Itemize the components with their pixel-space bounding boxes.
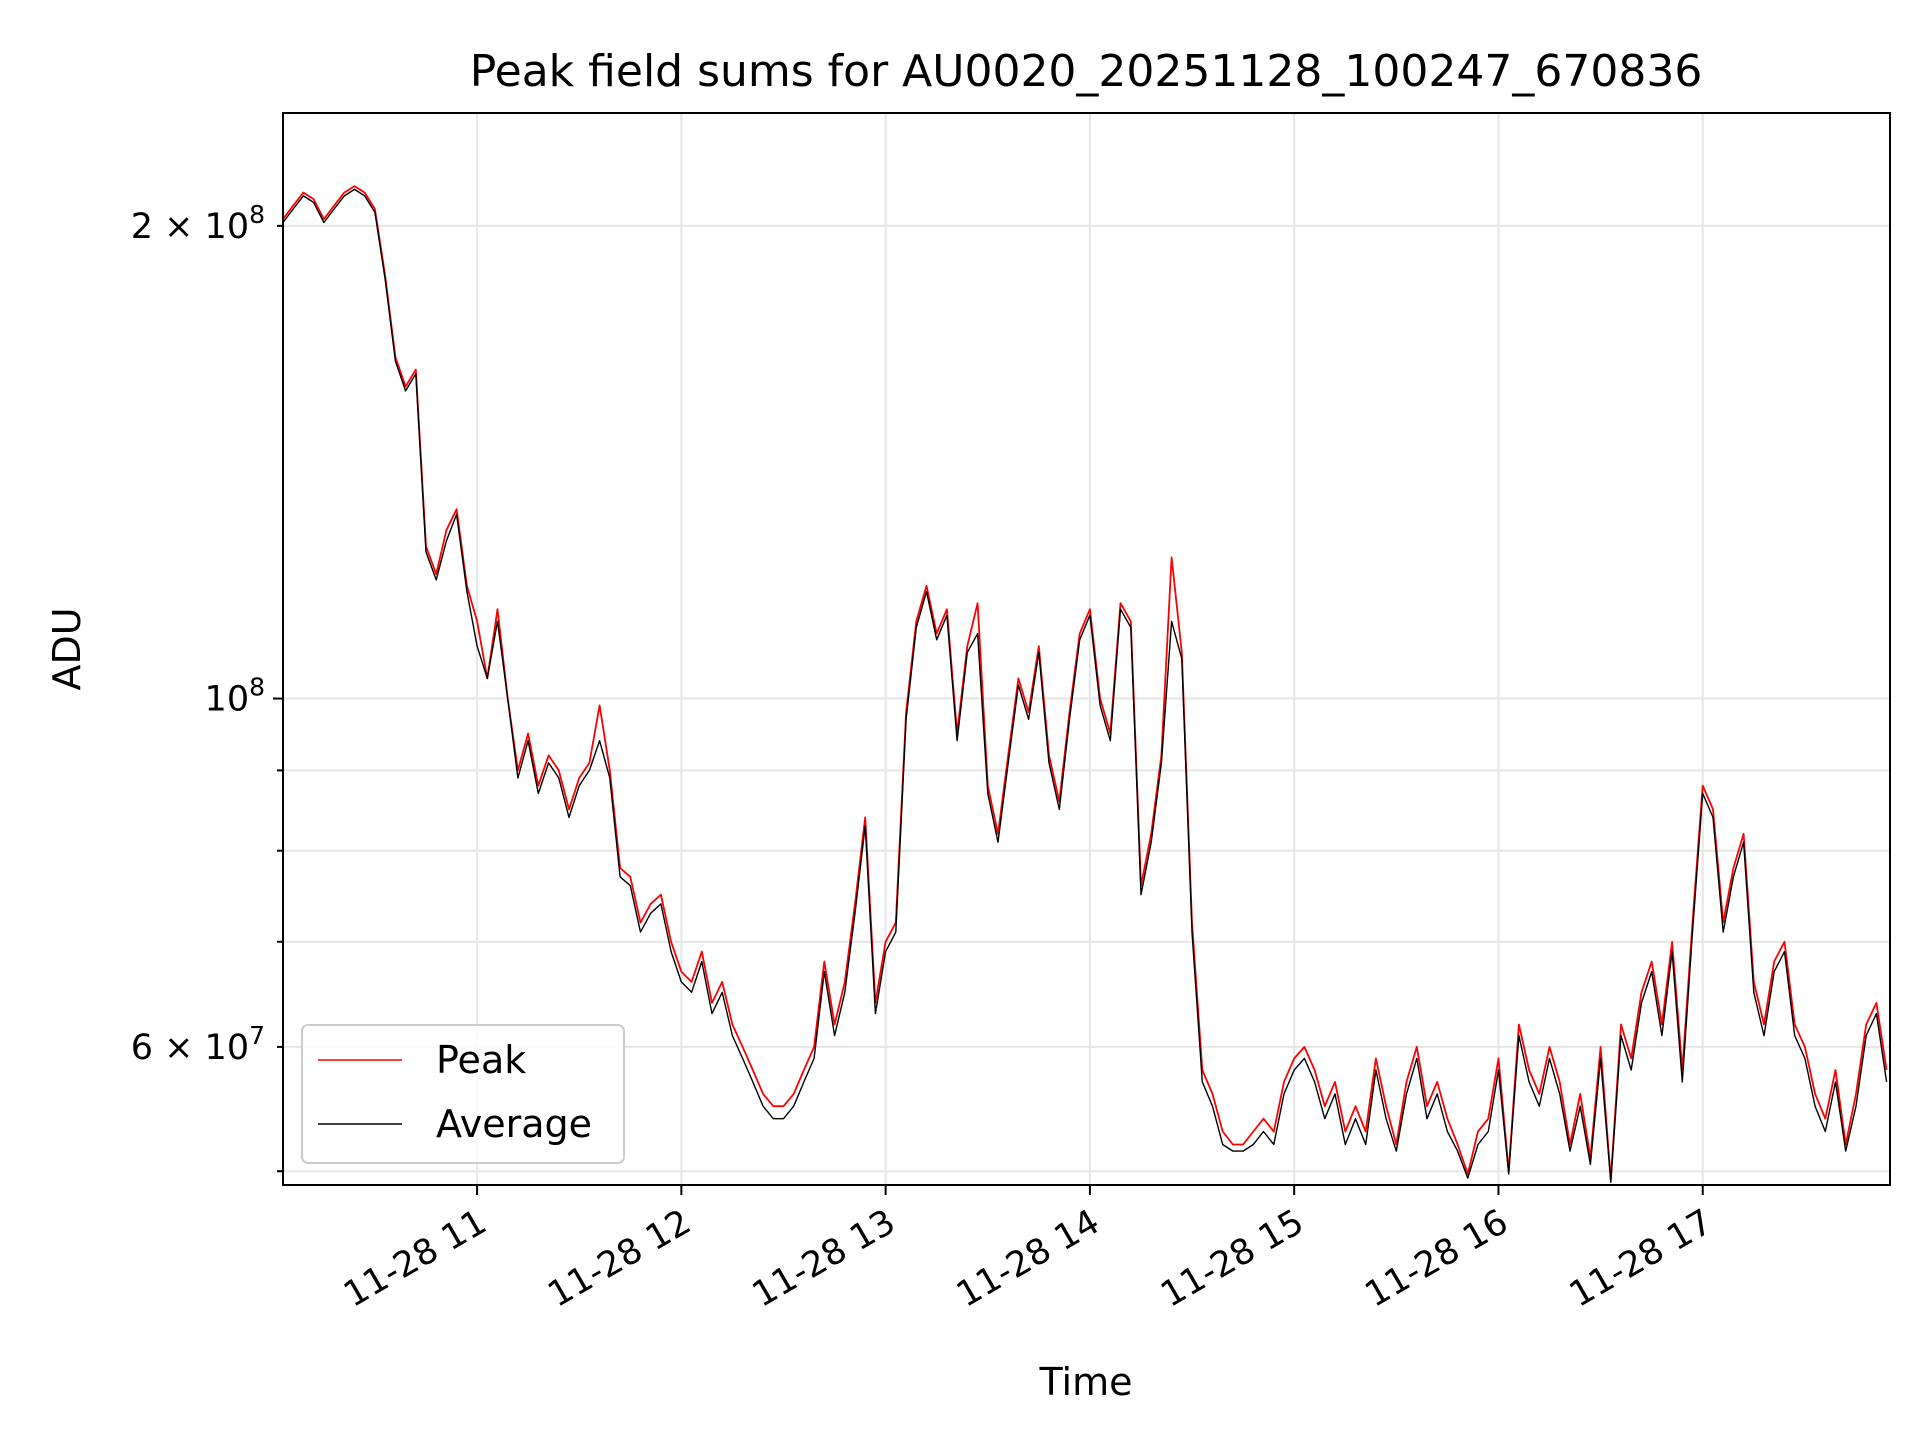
plot-frame [282, 112, 1891, 1186]
series-line-average [282, 188, 1888, 1183]
legend-label-peak: Peak [436, 1038, 526, 1082]
plot-lines [282, 185, 1888, 1183]
y-axis-label: ADU [45, 607, 89, 690]
chart-title: Peak field sums for AU0020_20251128_1002… [470, 46, 1703, 97]
y-axis: 2 × 108 108 6 × 107 [131, 200, 283, 1173]
y-tick-label: 108 [205, 673, 265, 720]
legend-label-average: Average [436, 1102, 592, 1146]
y-tick-label: 2 × 108 [131, 200, 265, 247]
x-axis-label: Time [1039, 1360, 1133, 1404]
legend: Peak Average [301, 1024, 625, 1164]
grid [283, 113, 1890, 1185]
y-tick-label: 6 × 107 [131, 1021, 265, 1068]
